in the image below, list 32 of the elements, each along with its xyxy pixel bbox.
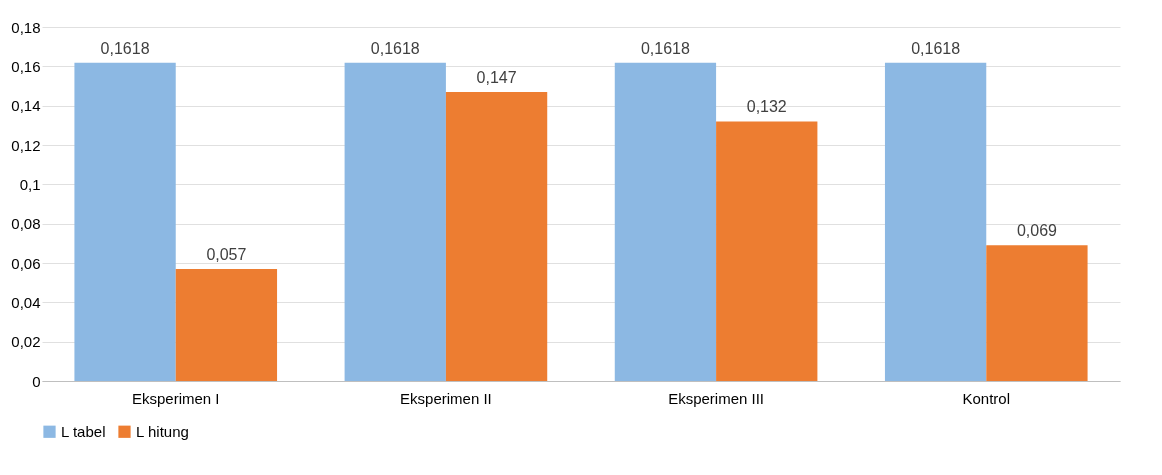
y-tick-label: 0,18	[11, 18, 41, 36]
data-label: 0,057	[206, 245, 247, 263]
data-label: 0,069	[1016, 222, 1058, 240]
data-label: 0,1618	[370, 39, 420, 57]
data-label: 0,1618	[640, 39, 690, 57]
y-tick-label: 0,04	[11, 293, 41, 311]
data-label: 0,132	[746, 98, 787, 116]
legend-label: L tabel	[61, 422, 106, 440]
y-tick-label: 0	[32, 372, 41, 390]
bar	[884, 62, 987, 381]
bar	[716, 121, 818, 381]
y-tick-label: 0,1	[19, 175, 41, 193]
y-tick-label: 0,06	[11, 254, 41, 272]
y-tick-label: 0,12	[11, 136, 41, 154]
x-tick-label: Eksperimen I	[131, 389, 220, 407]
y-tick-label: 0,08	[11, 215, 41, 233]
y-tick-label: 0,02	[11, 333, 41, 351]
x-tick-label: Eksperimen III	[668, 389, 765, 407]
x-tick-label: Eksperimen II	[400, 389, 492, 407]
bar	[74, 62, 176, 381]
data-label: 0,1618	[100, 39, 150, 57]
y-tick-label: 0,16	[11, 57, 41, 75]
bar	[614, 62, 717, 381]
x-tick-label: Kontrol	[962, 389, 1011, 407]
data-label: 0,147	[476, 68, 517, 86]
bar	[445, 91, 548, 381]
bar	[344, 62, 446, 381]
bar	[175, 268, 278, 381]
y-tick-label: 0,14	[11, 97, 41, 115]
bar	[986, 245, 1088, 381]
data-label: 0,1618	[911, 39, 961, 57]
legend-label: L hitung	[136, 422, 189, 440]
